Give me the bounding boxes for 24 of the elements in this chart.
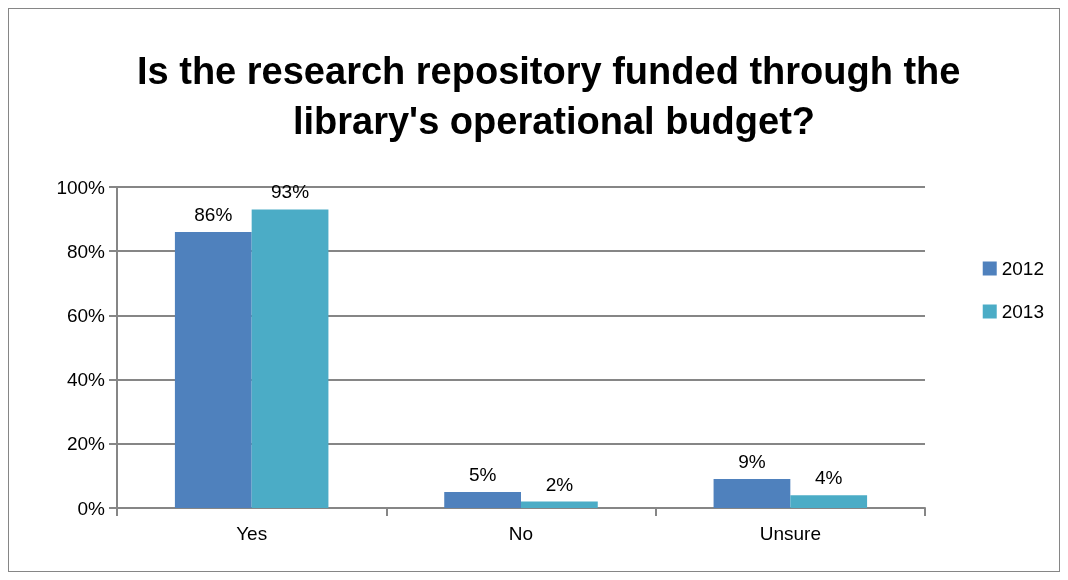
bar [713, 479, 791, 508]
y-tick-label: 40% [66, 369, 106, 391]
data-label: 86% [194, 203, 233, 225]
data-label: 9% [738, 451, 766, 473]
legend-label: 2013 [1001, 301, 1045, 322]
data-label: 2% [545, 473, 574, 495]
bar [251, 209, 329, 508]
data-label: 5% [468, 463, 497, 485]
y-tick-label: 60% [66, 304, 106, 326]
x-tick-label: No [508, 523, 534, 544]
x-tick-label: Yes [236, 523, 268, 544]
x-tick-label: Unsure [759, 523, 821, 544]
data-label: 4% [814, 467, 843, 489]
bar [521, 501, 598, 508]
data-label: 93% [271, 181, 310, 203]
chart-title: Is the research repository funded through the library's operational budget? [136, 50, 972, 142]
bar [174, 231, 252, 508]
y-tick-label: 0% [77, 497, 106, 519]
bar [444, 491, 521, 508]
bar [790, 495, 868, 508]
y-tick-label: 20% [66, 433, 106, 455]
y-tick-label: 80% [66, 240, 106, 262]
y-tick-label: 100% [56, 176, 106, 198]
legend-label: 2012 [1001, 258, 1045, 279]
